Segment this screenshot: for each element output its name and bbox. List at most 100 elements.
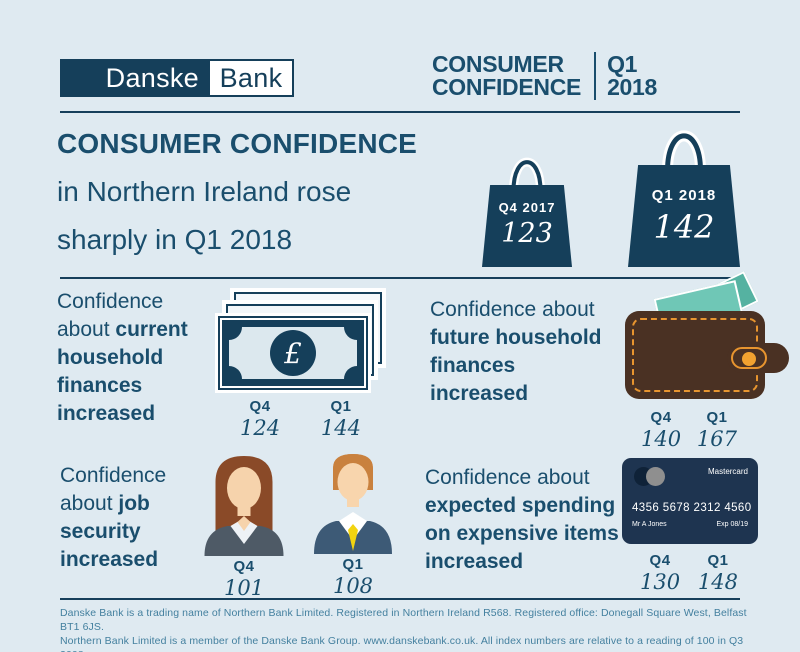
- stat-q1: Q1 144: [321, 398, 361, 440]
- blurb-emphasis: current household finances increased: [57, 318, 188, 425]
- blurb-prefix: Confidence about: [60, 464, 167, 515]
- stat-q4: Q4 140: [641, 409, 681, 451]
- wallet-icon: [625, 270, 789, 399]
- stat-q1: Q1 148: [698, 552, 738, 594]
- report-title-line1: CONSUMER: [432, 51, 564, 77]
- blurb-prefix: Confidence about: [57, 290, 164, 341]
- stat-label: Q4: [249, 398, 271, 415]
- stat-q4: Q4 130: [640, 552, 680, 594]
- stat-label: Q1: [342, 556, 364, 573]
- report-quarter: Q1 2018: [607, 53, 657, 99]
- blurb-future-finances: Confidence about future household financ…: [430, 296, 615, 408]
- stat-value: 148: [697, 570, 738, 594]
- bag-index-value: 123: [501, 218, 553, 249]
- report-year-label: 2018: [607, 74, 658, 100]
- blurb-emphasis: job security increased: [60, 492, 159, 571]
- legal-line1: Danske Bank is a trading name of Norther…: [60, 607, 747, 633]
- card-brand: Mastercard: [707, 467, 748, 476]
- person-q4: Q4 101: [196, 450, 292, 600]
- future-finances-figure: Q4 140 Q1 167: [625, 270, 789, 451]
- pound-symbol: £: [284, 336, 302, 370]
- stat-q4: Q4 101: [224, 558, 264, 600]
- blurb-emphasis: expected spending on expensive items inc…: [425, 494, 619, 573]
- report-title: CONSUMER CONFIDENCE Q1 2018: [432, 52, 657, 100]
- stat-q4: Q4 124: [240, 398, 280, 440]
- hero-rule: [60, 277, 740, 279]
- blurb-current-finances: Confidence about current household finan…: [57, 288, 207, 428]
- expected-spending-stats: Q4 130 Q1 148: [622, 552, 772, 594]
- report-title-line2: CONFIDENCE: [432, 74, 582, 100]
- blurb-prefix: Confidence about: [425, 466, 590, 489]
- wallet-clasp: [727, 343, 789, 373]
- man-icon: [314, 454, 392, 554]
- stat-value: 108: [332, 574, 374, 598]
- banknote-frame: £: [222, 320, 364, 386]
- index-shopping-bags: Q4 2017 123 Q1 2018 142: [482, 115, 740, 267]
- report-quarter-label: Q1: [607, 51, 638, 77]
- bag-q1-2018: Q1 2018 142: [628, 115, 740, 267]
- stat-q1: Q1 108: [333, 556, 373, 598]
- job-security-figure: Q4 101 Q1 108: [196, 450, 398, 600]
- banknote-corner: [229, 366, 242, 379]
- bag-index-value: 142: [653, 208, 715, 246]
- card-number: 4356 5678 2312 4560: [632, 502, 752, 514]
- credit-card-icon: Mastercard 4356 5678 2312 4560 Mr A Jone…: [622, 458, 758, 544]
- stat-value: 140: [641, 427, 682, 451]
- bag-q4-2017: Q4 2017 123: [482, 145, 572, 267]
- stat-label: Q1: [330, 398, 352, 415]
- pound-coin-icon: £: [270, 330, 316, 376]
- card-details: Mr A Jones Exp 08/19: [632, 521, 748, 528]
- stat-value: 167: [696, 427, 737, 451]
- banknote-stack-icon: £: [218, 292, 383, 390]
- hero-headline: CONSUMER CONFIDENCE in Northern Ireland …: [57, 128, 417, 256]
- person-q1: Q1 108: [308, 450, 398, 600]
- banknote-inner: £: [229, 327, 357, 379]
- banknote-corner: [344, 366, 357, 379]
- stat-q1: Q1 167: [697, 409, 737, 451]
- title-divider: [594, 52, 597, 100]
- stat-label: Q1: [707, 552, 729, 569]
- current-finances-stats: Q4 124 Q1 144: [218, 398, 383, 440]
- shopping-bag-handle-icon: [509, 157, 545, 191]
- hero-headline-line2: in Northern Ireland rose: [57, 176, 352, 207]
- card-chip-icon: [646, 467, 665, 486]
- hero-headline-bold: CONSUMER CONFIDENCE: [57, 128, 418, 159]
- banknote-corner: [229, 327, 242, 340]
- stat-label: Q4: [649, 552, 671, 569]
- card-expiry: Exp 08/19: [716, 521, 748, 528]
- logo-danske-text: Danske: [105, 62, 199, 93]
- logo-bank-text: Bank: [219, 62, 283, 93]
- stat-value: 144: [320, 416, 361, 440]
- wallet-body: [625, 311, 789, 399]
- header-rule: [60, 111, 740, 113]
- footer-rule: [60, 598, 740, 600]
- blurb-job-security: Confidence about job security increased: [60, 462, 210, 574]
- blurb-emphasis: future household finances increased: [430, 326, 602, 405]
- stat-value: 124: [240, 416, 281, 440]
- danske-bank-logo: Danske Bank: [60, 59, 294, 97]
- wallet-clasp-button: [742, 352, 756, 366]
- legal-line2: Northern Bank Limited is a member of the…: [60, 635, 744, 652]
- banknote-front-icon: £: [218, 316, 368, 390]
- stat-value: 101: [223, 576, 265, 600]
- logo-bank-box: Bank: [208, 59, 294, 97]
- shopping-bag-icon: Q4 2017 123: [482, 185, 572, 267]
- bag-period-label: Q1 2018: [651, 187, 717, 204]
- current-finances-figure: £ Q4 124 Q1 144: [218, 292, 383, 440]
- future-finances-stats: Q4 140 Q1 167: [625, 409, 775, 451]
- stat-value: 130: [640, 570, 681, 594]
- stat-label: Q4: [233, 558, 255, 575]
- expected-spending-figure: Mastercard 4356 5678 2312 4560 Mr A Jone…: [622, 458, 772, 594]
- hero-headline-line3: sharply in Q1 2018: [57, 224, 293, 255]
- banknote-corner: [344, 327, 357, 340]
- bag-period-label: Q4 2017: [498, 200, 556, 215]
- card-holder: Mr A Jones: [632, 521, 667, 528]
- report-title-text: CONSUMER CONFIDENCE: [432, 53, 581, 99]
- blurb-expected-spending: Confidence about expected spending on ex…: [425, 464, 635, 576]
- stat-label: Q1: [706, 409, 728, 426]
- wallet-clasp-ring: [731, 347, 767, 369]
- woman-icon: [204, 456, 284, 556]
- blurb-prefix: Confidence about: [430, 298, 595, 321]
- shopping-bag-handle-icon: [662, 130, 706, 171]
